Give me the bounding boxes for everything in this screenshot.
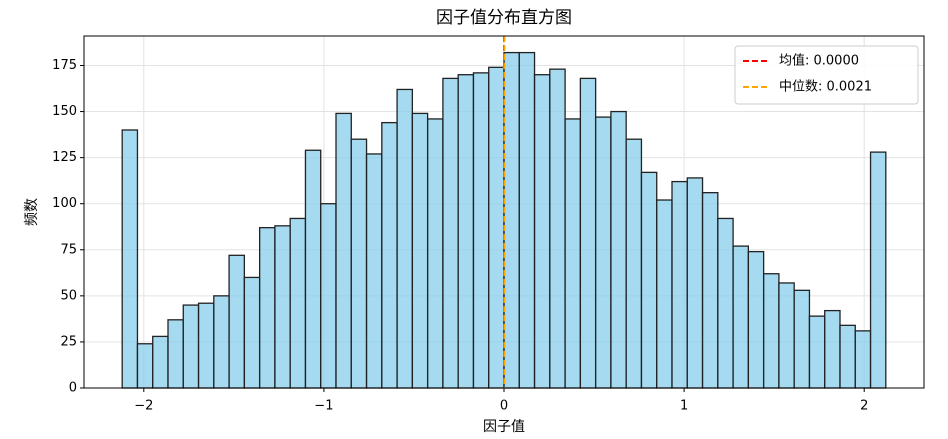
bar xyxy=(320,203,337,389)
bar xyxy=(136,343,154,389)
x-tick-label: −2 xyxy=(134,399,153,414)
legend-box xyxy=(734,45,919,105)
x-tick-label: 0 xyxy=(500,399,508,414)
bar xyxy=(686,177,704,389)
bar xyxy=(732,245,750,389)
bar xyxy=(442,77,459,389)
bar xyxy=(640,171,658,389)
x-tick-label: −1 xyxy=(314,399,333,414)
bar xyxy=(457,74,475,389)
y-tick-label: 125 xyxy=(52,150,77,165)
bar xyxy=(854,330,872,389)
bar xyxy=(243,276,261,389)
bar xyxy=(793,289,811,389)
bar xyxy=(426,118,444,389)
legend-label: 中位数: 0.0021 xyxy=(779,80,872,95)
bar xyxy=(411,112,429,389)
bar xyxy=(381,121,398,389)
axes-frame xyxy=(83,35,925,389)
x-tick-label: 2 xyxy=(860,399,868,414)
legend-label: 均值: 0.0000 xyxy=(779,53,859,69)
y-tick-label: 100 xyxy=(52,196,77,211)
bar xyxy=(701,191,719,389)
x-tick-label: 1 xyxy=(680,399,688,414)
bar xyxy=(213,295,230,389)
y-tick-label: 150 xyxy=(52,104,77,119)
y-tick-label: 0 xyxy=(69,381,77,396)
bar xyxy=(564,118,582,389)
bar xyxy=(625,138,643,389)
bar xyxy=(839,324,856,389)
chart-title: 因子值分布直方图 xyxy=(436,8,572,28)
bar xyxy=(167,319,184,389)
bar xyxy=(824,309,841,389)
bar xyxy=(396,88,414,389)
bar xyxy=(304,149,322,389)
y-tick-label: 175 xyxy=(52,58,77,73)
bar xyxy=(258,227,276,389)
bar xyxy=(656,199,673,389)
bar xyxy=(182,304,200,389)
bar xyxy=(472,72,490,389)
bar xyxy=(610,110,627,389)
bar xyxy=(808,315,826,389)
bar xyxy=(503,51,520,389)
bar xyxy=(869,151,887,389)
bar xyxy=(365,153,383,389)
bar xyxy=(350,138,368,389)
bar xyxy=(289,217,307,389)
bar xyxy=(533,74,551,389)
y-tick-label: 25 xyxy=(60,334,77,349)
x-axis-label: 因子值 xyxy=(483,419,525,435)
bar xyxy=(121,129,139,389)
bar xyxy=(717,217,734,389)
y-tick-label: 75 xyxy=(60,242,77,257)
bar xyxy=(488,66,505,389)
bar xyxy=(518,51,536,389)
y-axis-label: 频数 xyxy=(24,198,40,226)
bar xyxy=(152,335,169,389)
bar xyxy=(335,112,352,389)
bar xyxy=(594,116,612,389)
bar xyxy=(228,254,246,389)
bar xyxy=(671,180,688,389)
bar xyxy=(579,77,597,389)
bar xyxy=(778,282,795,389)
bar xyxy=(747,250,765,389)
bar xyxy=(197,302,215,389)
y-tick-label: 50 xyxy=(60,288,77,303)
bar xyxy=(274,225,291,389)
bar xyxy=(762,273,780,389)
bar xyxy=(549,68,566,389)
